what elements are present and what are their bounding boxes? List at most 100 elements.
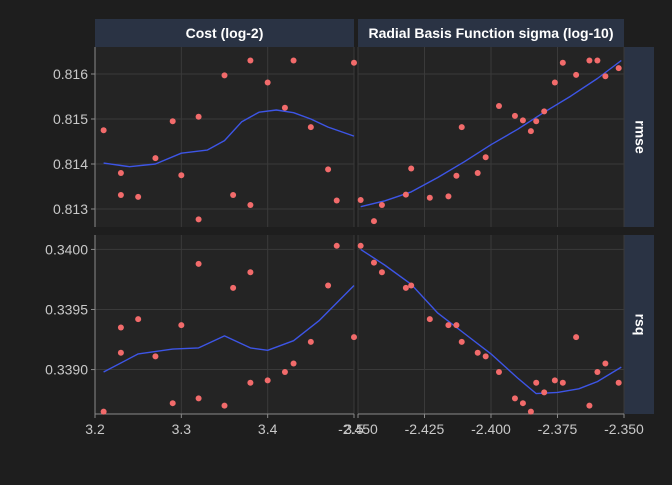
data-point bbox=[178, 172, 185, 179]
x-tick-label: -2.400 bbox=[471, 421, 511, 437]
y-tick-label: 0.815 bbox=[53, 111, 88, 127]
data-point bbox=[135, 316, 142, 323]
data-point bbox=[195, 216, 202, 223]
data-point bbox=[559, 379, 566, 386]
data-point bbox=[221, 72, 228, 79]
data-point bbox=[482, 353, 489, 360]
column-strip bbox=[358, 19, 624, 47]
data-point bbox=[458, 124, 465, 131]
data-point bbox=[290, 360, 297, 367]
data-point bbox=[586, 402, 593, 409]
data-point bbox=[195, 113, 202, 120]
data-point bbox=[586, 57, 593, 64]
data-point bbox=[195, 395, 202, 402]
data-point bbox=[445, 193, 452, 200]
data-point bbox=[333, 242, 340, 249]
smooth-line bbox=[103, 285, 355, 373]
data-point bbox=[402, 191, 409, 198]
data-point bbox=[230, 192, 237, 199]
row-strip-label: rsq bbox=[632, 314, 648, 336]
y-tick-label: 0.814 bbox=[53, 156, 88, 172]
x-tick-label: 3.4 bbox=[258, 421, 278, 437]
data-point bbox=[357, 197, 364, 203]
y-tick-label: 0.816 bbox=[53, 66, 88, 82]
data-point bbox=[474, 349, 481, 356]
data-point bbox=[527, 408, 534, 415]
y-tick-label: 0.3395 bbox=[45, 301, 88, 317]
data-point bbox=[169, 400, 176, 407]
x-tick-label: 3.3 bbox=[172, 421, 192, 437]
data-point bbox=[325, 282, 332, 289]
data-point bbox=[333, 197, 340, 204]
row-strip bbox=[624, 47, 654, 227]
data-point bbox=[378, 201, 385, 208]
data-point bbox=[351, 334, 357, 341]
data-point bbox=[247, 57, 254, 64]
data-point bbox=[135, 193, 142, 200]
data-point bbox=[117, 324, 124, 331]
data-point bbox=[573, 334, 580, 341]
data-point bbox=[247, 269, 254, 276]
column-strip-label: Radial Basis Function sigma (log-10) bbox=[368, 25, 613, 41]
smooth-line bbox=[360, 248, 622, 395]
data-point bbox=[541, 389, 548, 396]
data-point bbox=[551, 377, 558, 384]
data-point bbox=[527, 128, 534, 135]
data-point bbox=[169, 118, 176, 125]
data-point bbox=[453, 322, 460, 329]
smooth-line bbox=[360, 59, 622, 208]
x-tick-label: 3.2 bbox=[85, 421, 105, 437]
data-point bbox=[357, 242, 364, 249]
data-point bbox=[495, 102, 502, 109]
data-point bbox=[573, 71, 580, 78]
data-point bbox=[281, 368, 288, 375]
data-point bbox=[195, 260, 202, 267]
data-point bbox=[402, 284, 409, 291]
data-point bbox=[408, 282, 415, 289]
data-point bbox=[602, 360, 609, 367]
data-point bbox=[551, 79, 558, 86]
data-point bbox=[378, 269, 385, 276]
data-point bbox=[247, 201, 254, 208]
data-point bbox=[453, 172, 460, 179]
data-point bbox=[495, 368, 502, 375]
data-point bbox=[325, 166, 332, 173]
data-point bbox=[247, 379, 254, 386]
data-point bbox=[100, 127, 107, 134]
x-tick-label: -2.425 bbox=[405, 421, 445, 437]
data-point bbox=[307, 338, 314, 345]
data-point bbox=[152, 155, 159, 162]
row-strip bbox=[624, 235, 654, 414]
data-point bbox=[370, 218, 377, 225]
data-point bbox=[474, 170, 481, 176]
data-point bbox=[264, 79, 271, 86]
data-point bbox=[533, 118, 540, 125]
data-point bbox=[615, 379, 622, 386]
data-point bbox=[117, 192, 124, 199]
data-point bbox=[426, 194, 433, 201]
data-point bbox=[264, 377, 271, 384]
data-point bbox=[602, 73, 609, 80]
x-tick-label: -2.350 bbox=[604, 421, 644, 437]
data-point bbox=[351, 59, 357, 66]
data-point bbox=[445, 322, 452, 329]
data-point bbox=[615, 65, 622, 72]
data-point bbox=[426, 316, 433, 323]
data-point bbox=[458, 338, 465, 345]
x-tick-label: -2.450 bbox=[338, 421, 378, 437]
data-point bbox=[117, 170, 124, 176]
smooth-line bbox=[103, 109, 355, 168]
data-point bbox=[370, 259, 377, 266]
data-point bbox=[482, 154, 489, 161]
data-point bbox=[117, 349, 124, 356]
y-tick-label: 0.3400 bbox=[45, 241, 88, 257]
y-tick-label: 0.813 bbox=[53, 201, 88, 217]
data-point bbox=[511, 395, 518, 402]
data-point bbox=[100, 408, 107, 415]
data-point bbox=[290, 57, 297, 64]
data-point bbox=[541, 108, 548, 115]
data-point bbox=[594, 368, 601, 375]
data-point bbox=[230, 284, 237, 291]
data-point bbox=[408, 165, 415, 172]
